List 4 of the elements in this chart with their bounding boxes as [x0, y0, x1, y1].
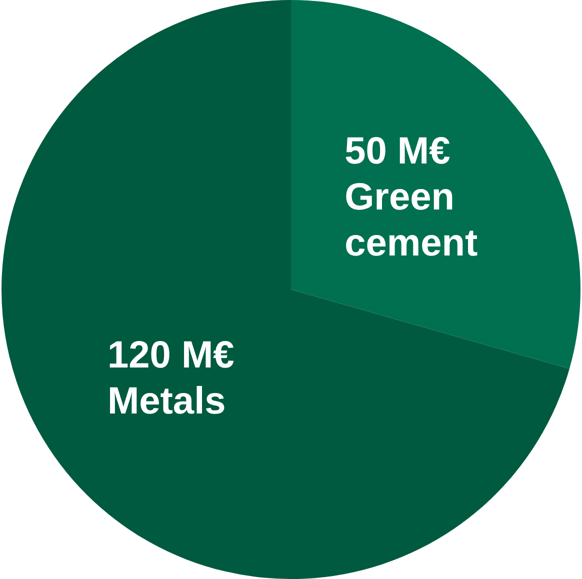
slice-label: Metals	[107, 380, 226, 423]
data-label: 120 M€	[107, 334, 234, 377]
slice-label: Green cement	[344, 176, 478, 264]
data-label: 50 M€	[344, 130, 450, 172]
